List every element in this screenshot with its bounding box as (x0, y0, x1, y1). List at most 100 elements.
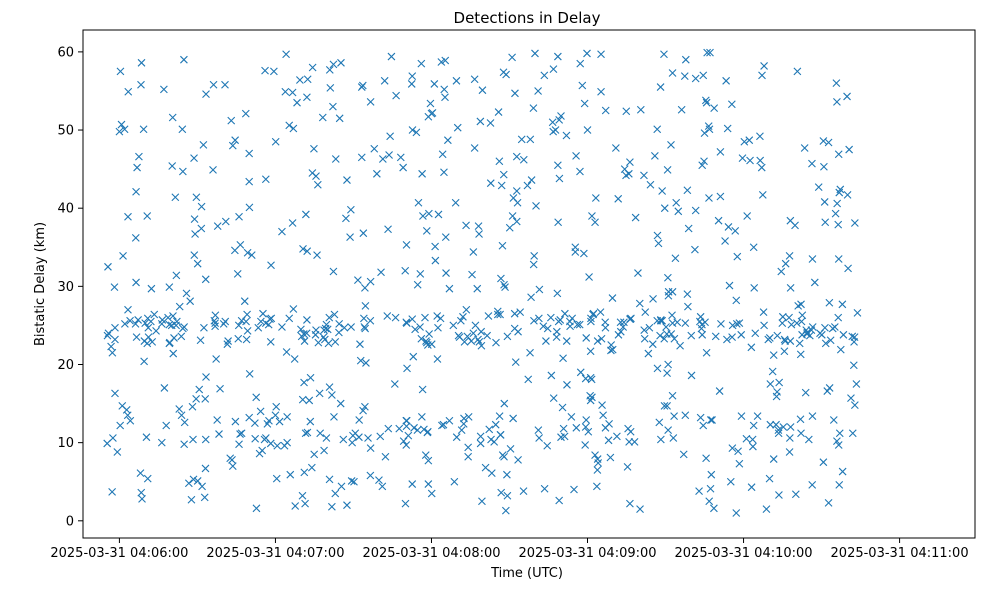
data-point (660, 334, 669, 343)
y-tick-label: 10 (57, 436, 74, 451)
data-point (189, 475, 198, 484)
data-point (566, 322, 574, 331)
data-point (139, 125, 148, 134)
data-point (162, 421, 171, 430)
y-tick-label: 50 (57, 124, 74, 139)
data-point (119, 251, 127, 260)
data-point (200, 493, 209, 502)
data-point (492, 338, 500, 347)
data-point (758, 191, 767, 199)
data-point (450, 477, 459, 486)
data-point (306, 373, 315, 382)
data-point (108, 348, 117, 357)
data-point (644, 349, 653, 358)
data-point (431, 242, 440, 251)
data-point (850, 337, 858, 346)
data-point (716, 148, 725, 156)
data-point (347, 323, 356, 331)
data-point (484, 312, 493, 320)
data-point (778, 312, 787, 321)
data-point (411, 325, 419, 334)
data-point (611, 144, 620, 152)
data-point (445, 284, 454, 293)
data-point (762, 505, 771, 513)
data-point (445, 416, 454, 425)
data-point (780, 347, 789, 356)
data-point (696, 413, 705, 422)
data-point (563, 380, 571, 389)
y-tick-label: 0 (66, 514, 74, 529)
x-tick-label: 2025-03-31 04:10:00 (675, 546, 813, 561)
data-point (654, 239, 663, 248)
data-point (223, 340, 232, 349)
data-point (475, 230, 483, 238)
data-point (259, 309, 267, 318)
data-point (264, 320, 273, 329)
data-point (402, 441, 411, 449)
data-point (187, 495, 196, 504)
data-point (680, 72, 689, 80)
data-point (559, 354, 567, 363)
data-point (231, 136, 240, 145)
data-point (777, 267, 786, 276)
data-point (535, 285, 544, 294)
data-point (343, 176, 351, 184)
data-point (833, 98, 841, 106)
data-point (800, 144, 809, 152)
data-point (540, 484, 549, 493)
x-axis-label: Time (UTC) (490, 566, 563, 581)
data-point (700, 129, 709, 138)
data-point (606, 453, 615, 462)
data-point (302, 329, 311, 338)
data-point (150, 310, 159, 319)
data-point (132, 278, 140, 287)
data-point (616, 327, 625, 336)
data-point (231, 417, 240, 426)
data-point (391, 313, 400, 322)
data-point (723, 124, 732, 133)
data-point (252, 393, 261, 402)
data-point (542, 337, 550, 345)
data-point (683, 290, 692, 299)
data-point (710, 504, 718, 513)
data-point (421, 313, 429, 322)
data-point (157, 438, 166, 447)
data-point (650, 151, 659, 160)
data-point (751, 329, 760, 338)
data-point (601, 318, 610, 327)
data-point (593, 337, 602, 345)
data-point (441, 233, 450, 241)
data-point (532, 201, 540, 210)
data-point (845, 145, 854, 154)
data-point (748, 435, 757, 444)
data-point (636, 505, 644, 513)
data-point (478, 497, 486, 506)
data-point (786, 423, 795, 431)
data-point (467, 337, 476, 345)
data-point (660, 204, 669, 213)
data-point (168, 162, 177, 170)
data-point (626, 499, 634, 508)
data-point (500, 399, 509, 408)
data-point (835, 480, 844, 489)
data-point (663, 273, 672, 282)
data-point (503, 332, 512, 341)
data-point (747, 483, 756, 492)
data-point (401, 499, 410, 508)
data-point (656, 435, 665, 444)
data-point (362, 359, 370, 367)
data-point (300, 337, 309, 345)
data-point (247, 251, 256, 259)
data-point (189, 435, 197, 444)
data-point (361, 324, 370, 333)
data-point (570, 485, 578, 494)
data-point (630, 437, 639, 446)
data-point (640, 326, 649, 334)
data-point (791, 221, 799, 230)
data-point (285, 314, 294, 323)
data-point (681, 319, 690, 327)
data-point (190, 251, 199, 259)
data-point (228, 141, 237, 150)
data-point (366, 444, 375, 453)
data-point (527, 176, 536, 184)
